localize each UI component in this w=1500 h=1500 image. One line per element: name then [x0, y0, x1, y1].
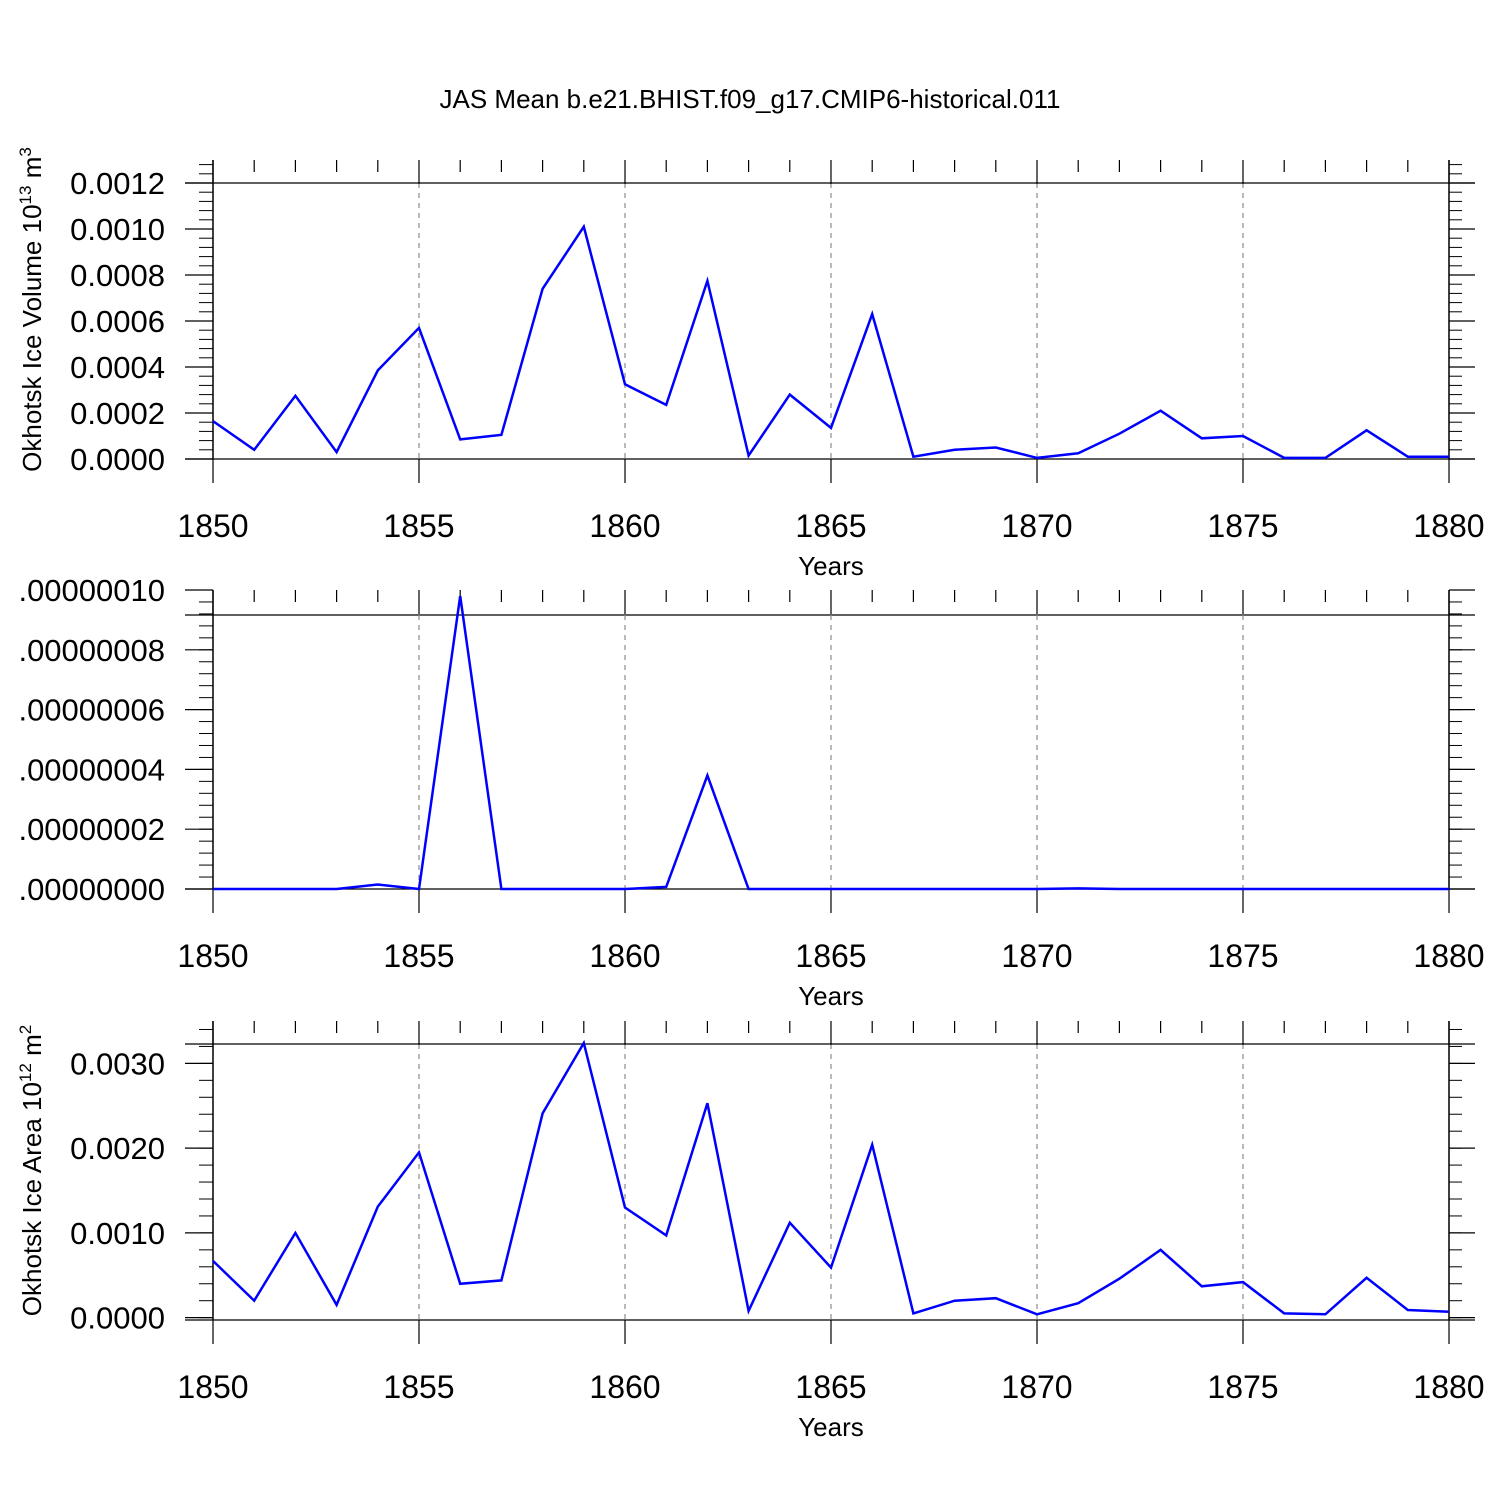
y-tick-label: .00000006 [18, 693, 165, 728]
x-tick-label: 1870 [1001, 938, 1072, 974]
chart-panels: 0.00000.00020.00040.00060.00080.00100.00… [16, 147, 1485, 1442]
x-tick-label: 1860 [589, 938, 660, 974]
x-tick-label: 1875 [1207, 508, 1278, 544]
y-tick-label: 0.0010 [70, 1216, 165, 1251]
x-axis-label: Years [798, 1412, 864, 1442]
y-tick-label: .00000010 [18, 573, 165, 608]
x-axis-label: Years [798, 981, 864, 1011]
y-tick-label: .00000004 [18, 752, 165, 787]
x-tick-label: 1880 [1413, 1369, 1484, 1405]
x-tick-label: 1865 [795, 1369, 866, 1405]
y-tick-label: 0.0012 [70, 166, 165, 201]
x-tick-label: 1860 [589, 508, 660, 544]
y-axis-label: Okhotsk Ice Area 1012 m2 [16, 1025, 47, 1316]
y-axis-label: Okhotsk Ice Volume 1013 m3 [16, 147, 47, 472]
y-tick-label: 0.0010 [70, 212, 165, 247]
x-tick-label: 1870 [1001, 508, 1072, 544]
y-tick-label: .00000002 [18, 812, 165, 847]
x-tick-label: 1875 [1207, 1369, 1278, 1405]
x-tick-label: 1850 [177, 508, 248, 544]
x-tick-label: 1875 [1207, 938, 1278, 974]
y-tick-label: .00000000 [18, 872, 165, 907]
x-tick-label: 1850 [177, 1369, 248, 1405]
chart-panel-2: .00000000 .00000002 .00000004 .00000006 .000… [18, 573, 1484, 1011]
x-tick-label: 1855 [383, 508, 454, 544]
chart-panel-1: 0.0000 0.0002 0.0004 0.0006 0.0008 0.0010 0.00… [16, 147, 1485, 581]
x-tick-label: 1865 [795, 508, 866, 544]
y-tick-label: 0.0030 [70, 1046, 165, 1081]
y-tick-label: .00000008 [18, 633, 165, 668]
y-tick-label: 0.0020 [70, 1131, 165, 1166]
x-tick-label: 1860 [589, 1369, 660, 1405]
y-tick-label: 0.0006 [70, 304, 165, 339]
x-tick-label: 1880 [1413, 938, 1484, 974]
y-tick-label: 0.0000 [70, 442, 165, 477]
x-tick-label: 1880 [1413, 508, 1484, 544]
y-tick-label: 0.0004 [70, 350, 165, 385]
y-tick-label: 0.0002 [70, 396, 165, 431]
x-tick-label: 1850 [177, 938, 248, 974]
x-tick-label: 1870 [1001, 1369, 1072, 1405]
y-tick-label: 0.0008 [70, 258, 165, 293]
x-tick-label: 1855 [383, 938, 454, 974]
figure-title: JAS Mean b.e21.BHIST.f09_g17.CMIP6-histo… [440, 84, 1061, 114]
x-tick-label: 1855 [383, 1369, 454, 1405]
chart-panel-3: 0.0000 0.0010 0.0020 0.0030 1850 1855 1860 1865… [16, 1021, 1485, 1442]
y-tick-label: 0.0000 [70, 1301, 165, 1336]
x-axis-label: Years [798, 551, 864, 581]
x-tick-label: 1865 [795, 938, 866, 974]
